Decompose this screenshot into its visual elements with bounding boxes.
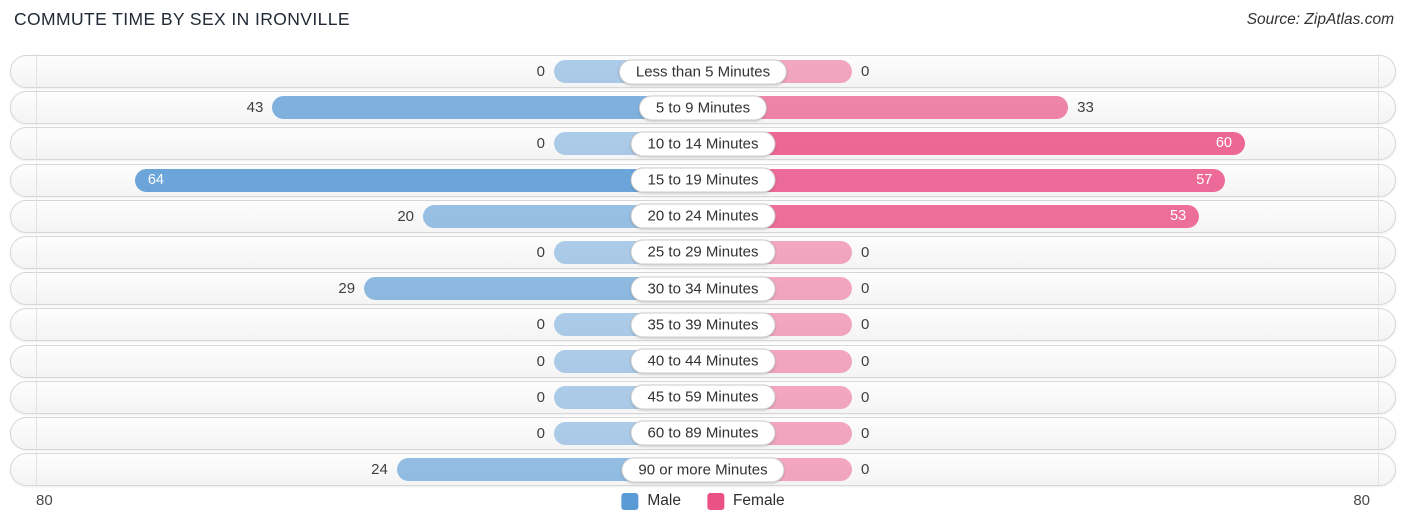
category-pill: 35 to 39 Minutes [630, 312, 776, 338]
male-value-label: 0 [536, 424, 545, 442]
category-row: 0 0 45 to 59 Minutes [10, 379, 1396, 415]
legend-male-label: Male [647, 492, 681, 509]
female-value-label: 0 [861, 461, 870, 479]
male-bar [272, 96, 703, 120]
female-bar [703, 96, 1069, 120]
category-row: 29 0 30 to 34 Minutes [10, 271, 1396, 307]
category-row: 64 57 15 to 19 Minutes [10, 162, 1396, 198]
category-row: 20 53 20 to 24 Minutes [10, 198, 1396, 234]
chart-rows: 0 0 Less than 5 Minutes 43 33 5 to 9 Minutes 0… [10, 54, 1396, 488]
male-value-label: 43 [246, 99, 264, 117]
male-value-label: 64 [147, 171, 164, 188]
legend-female-label: Female [732, 492, 785, 509]
category-row: 0 0 Less than 5 Minutes [10, 54, 1396, 89]
chart-footer: 80 Male Female 80 [0, 487, 1406, 515]
female-bar: 53 [703, 204, 1200, 228]
category-pill: 15 to 19 Minutes [630, 167, 776, 193]
male-value-label: 0 [536, 63, 545, 80]
female-value-label: 60 [1215, 135, 1232, 152]
category-pill: 30 to 34 Minutes [630, 276, 776, 302]
male-swatch [621, 492, 639, 510]
category-row: 0 0 35 to 39 Minutes [10, 307, 1396, 343]
category-row: 0 60 10 to 14 Minutes [10, 126, 1396, 162]
category-row: 24 0 90 or more Minutes [10, 452, 1396, 488]
female-value-label: 33 [1077, 99, 1094, 117]
category-row: 0 0 40 to 44 Minutes [10, 343, 1396, 379]
category-pill: 45 to 59 Minutes [630, 384, 776, 410]
male-value-label: 0 [536, 352, 545, 370]
male-bar: 64 [134, 168, 703, 192]
female-value-label: 0 [861, 424, 870, 442]
category-pill: 10 to 14 Minutes [630, 131, 776, 157]
category-pill: 90 or more Minutes [621, 457, 785, 483]
male-value-label: 0 [536, 135, 545, 153]
category-pill: 20 to 24 Minutes [630, 203, 776, 229]
female-bar: 57 [703, 168, 1226, 192]
category-row: 0 0 25 to 29 Minutes [10, 234, 1396, 270]
chart-title: COMMUTE TIME BY SEX IN IRONVILLE [14, 9, 350, 29]
male-value-label: 0 [536, 316, 545, 334]
male-value-label: 24 [371, 461, 388, 479]
chart-area: 0 0 Less than 5 Minutes 43 33 5 to 9 Minutes 0… [10, 54, 1396, 489]
male-value-label: 0 [536, 388, 545, 406]
axis-left-max-label: 80 [36, 492, 53, 509]
male-bar [364, 277, 703, 301]
female-value-label: 57 [1196, 171, 1213, 188]
male-value-label: 0 [536, 243, 545, 261]
category-pill: 40 to 44 Minutes [630, 348, 776, 374]
legend-item-female: Female [706, 487, 785, 515]
female-value-label: 0 [861, 280, 870, 298]
axis-right-max-label: 80 [1353, 492, 1370, 509]
female-value-label: 0 [861, 352, 870, 370]
category-pill: Less than 5 Minutes [618, 59, 788, 84]
female-value-label: 0 [861, 243, 870, 261]
category-row: 0 0 60 to 89 Minutes [10, 415, 1396, 451]
female-bar: 60 [703, 132, 1245, 156]
category-row: 43 33 5 to 9 Minutes [10, 90, 1396, 126]
source-attribution: Source: ZipAtlas.com [1246, 11, 1394, 28]
female-swatch [706, 492, 724, 510]
female-value-label: 53 [1170, 207, 1187, 224]
male-value-label: 29 [338, 280, 356, 298]
male-value-label: 20 [397, 207, 414, 225]
female-value-label: 0 [861, 316, 870, 334]
category-pill: 25 to 29 Minutes [630, 239, 776, 265]
legend: Male Female [621, 487, 785, 515]
legend-item-male: Male [621, 487, 681, 515]
female-value-label: 0 [861, 388, 870, 406]
category-pill: 60 to 89 Minutes [630, 420, 776, 446]
category-pill: 5 to 9 Minutes [638, 95, 768, 121]
female-value-label: 0 [861, 63, 870, 80]
